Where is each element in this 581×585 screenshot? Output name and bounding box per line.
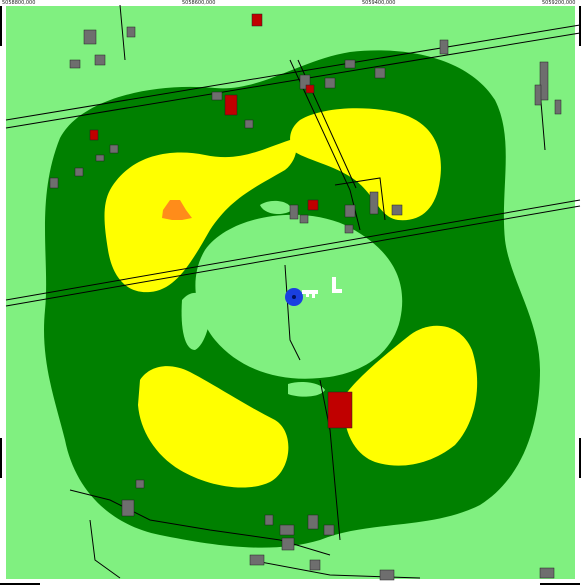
- zone-yellow-northeast: [290, 108, 441, 221]
- building: [344, 204, 356, 218]
- building: [344, 59, 356, 69]
- building: [379, 569, 395, 581]
- building: [126, 26, 136, 38]
- building-red: [327, 391, 353, 429]
- building: [539, 567, 555, 579]
- key-icon: [302, 290, 318, 298]
- zone-inner-light-bottom: [288, 382, 325, 397]
- coord-label: 5059400,000: [362, 0, 396, 6]
- building: [244, 119, 254, 129]
- building: [109, 144, 119, 154]
- coord-label: 5058600,000: [182, 0, 216, 6]
- zone-inner-light-left: [181, 292, 211, 350]
- frame-ticks: [0, 6, 581, 585]
- building: [391, 204, 403, 216]
- zone-orange: [162, 200, 192, 220]
- buildings-gray: [49, 26, 562, 581]
- building: [74, 167, 84, 177]
- building: [374, 67, 386, 79]
- zone-yellow-southwest: [138, 366, 289, 488]
- building-red: [305, 84, 315, 94]
- building: [135, 479, 145, 489]
- building: [121, 499, 135, 517]
- building-red: [89, 129, 99, 141]
- building: [279, 524, 295, 536]
- building: [554, 99, 562, 115]
- building-red: [307, 199, 319, 211]
- l-shape-icon: [332, 277, 342, 293]
- building: [69, 59, 81, 69]
- building: [95, 154, 105, 162]
- building-red: [224, 94, 238, 116]
- coord-label: 5059200,000: [542, 0, 576, 6]
- building: [324, 77, 336, 89]
- building: [539, 61, 549, 101]
- building: [534, 84, 542, 106]
- zone-yellow-west: [104, 140, 297, 293]
- building: [264, 514, 274, 526]
- building: [281, 537, 295, 551]
- building: [83, 29, 97, 45]
- building-red: [251, 13, 263, 27]
- building: [323, 524, 335, 536]
- building: [439, 39, 449, 55]
- building: [289, 204, 299, 220]
- building: [309, 559, 321, 571]
- zone-yellow-southeast: [344, 325, 478, 466]
- building: [94, 54, 106, 66]
- zone-inner-light-top: [260, 200, 292, 215]
- building: [249, 554, 265, 566]
- building: [307, 514, 319, 530]
- building: [299, 74, 311, 90]
- building: [369, 191, 379, 215]
- building: [211, 91, 223, 101]
- coord-label: 5058800,000: [2, 0, 36, 6]
- buildings-red: [89, 13, 353, 429]
- building: [344, 224, 354, 234]
- building: [49, 177, 59, 189]
- building: [299, 214, 309, 224]
- blue-dot-center: [292, 295, 296, 299]
